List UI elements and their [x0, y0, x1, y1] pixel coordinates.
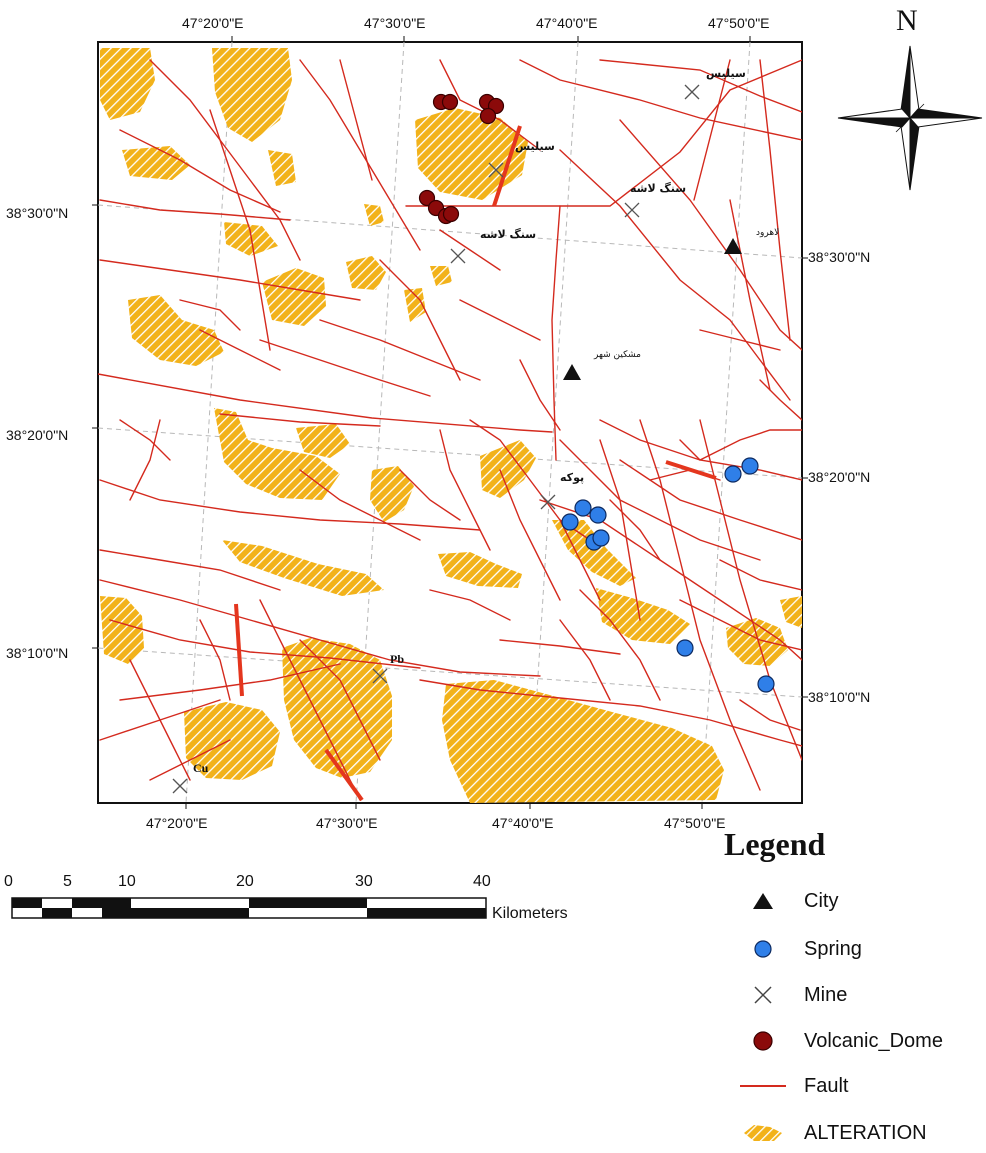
place-label-pukeh: پوکه: [560, 471, 584, 484]
place-label-sang-lashe-left: سنگ لاشه: [480, 227, 536, 241]
left-lat-label: 38°10'0"N: [6, 645, 68, 661]
legend-label: City: [804, 889, 839, 912]
mine-icon: [624, 202, 640, 218]
spring-icon: [676, 639, 694, 657]
city-markers: [563, 238, 742, 380]
left-lat-label: 38°30'0"N: [6, 205, 68, 221]
major-faults: [234, 125, 717, 802]
volcanic-dome-icon: [441, 93, 459, 111]
legend-item-spring: Spring: [740, 934, 862, 964]
alteration-zones: [100, 48, 802, 803]
volcanic-dome-icon: [442, 205, 460, 223]
north-arrow: [837, 45, 983, 191]
bottom-lon-label: 47°50'0"E: [664, 815, 726, 831]
triangle-icon: [740, 886, 786, 916]
mine-icon: [450, 248, 466, 264]
left-lat-label: 38°20'0"N: [6, 427, 68, 443]
spring-markers: [561, 457, 775, 693]
bottom-lon-label: 47°20'0"E: [146, 815, 208, 831]
mine-icon: [684, 84, 700, 100]
frame-ticks: [92, 36, 808, 809]
mine-icon: [488, 162, 504, 178]
blue-circle-icon: [740, 934, 786, 964]
right-lat-label: 38°10'0"N: [808, 689, 870, 705]
red-line-icon: [740, 1071, 786, 1101]
scale-bar: 0 5 10 20 30 40 Kilometers: [4, 873, 568, 922]
right-lat-label: 38°30'0"N: [808, 249, 870, 265]
bottom-lon-label: 47°40'0"E: [492, 815, 554, 831]
place-label-meshgin-shahr: مشکین شهر: [593, 350, 641, 360]
legend-title: Legend: [724, 826, 826, 862]
faults: [98, 59, 802, 801]
spring-icon: [741, 457, 759, 475]
scale-tick-label: 20: [236, 873, 254, 890]
legend-label: Spring: [804, 937, 862, 960]
place-label-sang-lashe-right: سنگ لاشه: [630, 181, 686, 195]
dark-red-circle-icon: [740, 1026, 786, 1056]
legend-item-volcanic-dome: Volcanic_Dome: [740, 1026, 943, 1056]
place-label-silis-mid: سیلیس: [515, 140, 555, 153]
volcanic-dome-icon: [479, 107, 497, 125]
mine-icon: [372, 668, 388, 684]
spring-icon: [592, 529, 610, 547]
legend-item-fault: Fault: [740, 1071, 848, 1101]
city-icon: [563, 364, 581, 380]
bottom-lon-label: 47°30'0"E: [316, 815, 378, 831]
right-lat-label: 38°20'0"N: [808, 469, 870, 485]
legend-label: Volcanic_Dome: [804, 1029, 943, 1052]
spring-icon: [561, 513, 579, 531]
scale-tick-label: 5: [63, 873, 72, 890]
place-label-silis-top: سیلیس: [706, 67, 746, 80]
top-lon-label: 47°50'0"E: [708, 15, 770, 31]
mine-icon: [172, 778, 188, 794]
place-label-pb: Pb: [390, 652, 404, 666]
scale-unit-label: Kilometers: [492, 905, 568, 922]
volcanic-dome-icon: [418, 189, 436, 207]
spring-icon: [757, 675, 775, 693]
crossed-hammers-icon: [740, 980, 786, 1010]
place-label-lahrud: لاهرود: [756, 228, 779, 238]
volcanic-dome-markers: [418, 93, 505, 225]
hatched-patch-icon: [740, 1118, 786, 1148]
scale-tick-label: 30: [355, 873, 373, 890]
legend-item-alteration: ALTERATION: [740, 1118, 927, 1148]
legend-item-mine: Mine: [740, 980, 847, 1010]
place-label-cu: Cu: [193, 761, 209, 775]
legend-item-city: City: [740, 886, 838, 916]
mine-icon: [540, 494, 556, 510]
spring-icon: [724, 465, 742, 483]
scale-tick-label: 10: [118, 873, 136, 890]
spring-icon: [574, 499, 592, 517]
legend-label: ALTERATION: [804, 1121, 927, 1144]
legend-label: Mine: [804, 983, 848, 1006]
mine-markers: [172, 84, 700, 794]
legend-label: Fault: [804, 1074, 849, 1097]
top-lon-label: 47°40'0"E: [536, 15, 598, 31]
city-icon: [724, 238, 742, 254]
spring-icon: [589, 506, 607, 524]
scale-tick-label: 0: [4, 873, 13, 890]
top-lon-label: 47°30'0"E: [364, 15, 426, 31]
scale-tick-label: 40: [473, 873, 491, 890]
north-letter: N: [896, 4, 918, 37]
top-lon-label: 47°20'0"E: [182, 15, 244, 31]
